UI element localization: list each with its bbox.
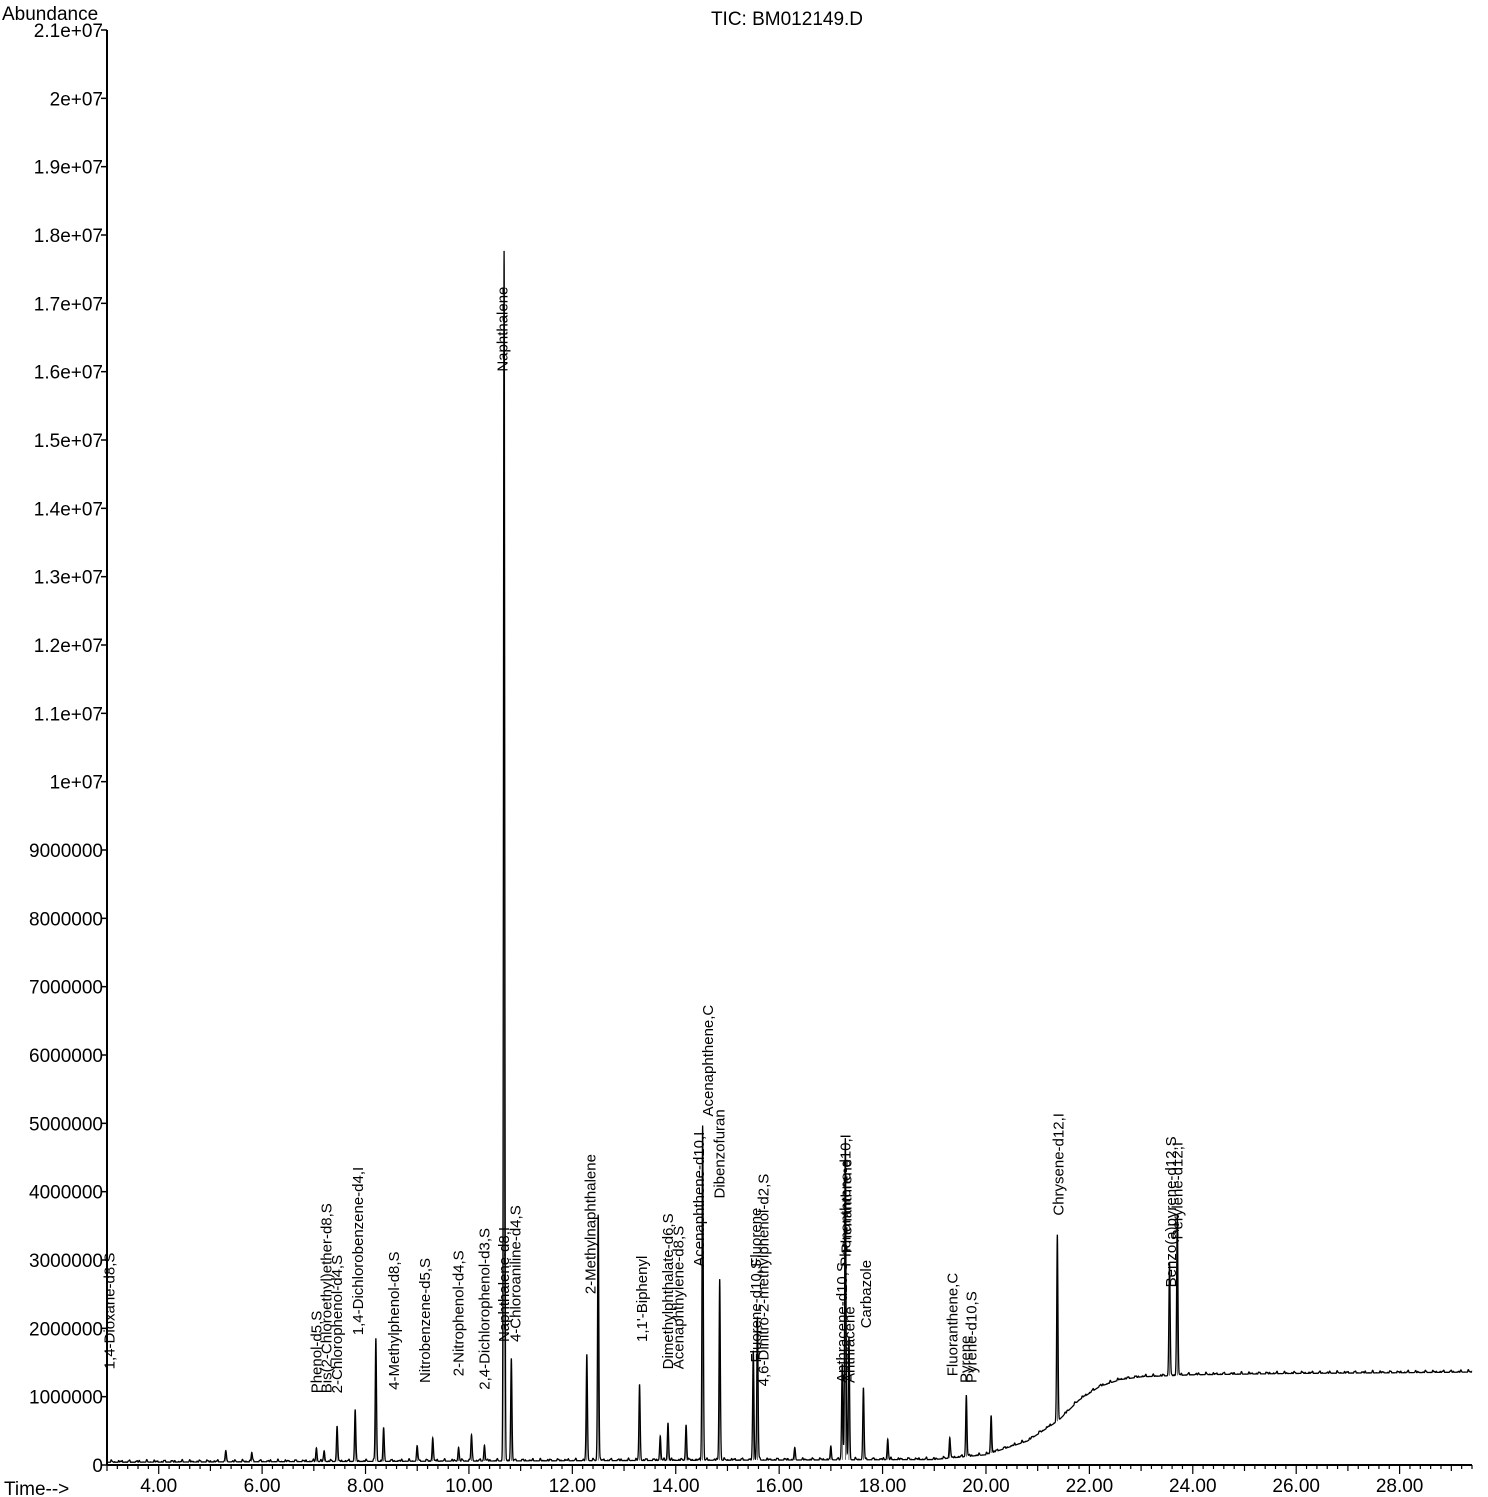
peak-label: Carbazole [858, 1260, 875, 1328]
x-tick-label: 10.00 [445, 1476, 493, 1497]
y-tick-label: 6000000 [29, 1046, 103, 1067]
peak-label: Anthracene-d10,S [834, 1262, 851, 1383]
x-axis-label: Time--> [4, 1479, 69, 1497]
x-tick-label: 14.00 [652, 1476, 700, 1497]
y-tick-label: 9000000 [29, 841, 103, 862]
peak-label: 4,6-Dinitro-2-methylphenol-d2,S [756, 1174, 773, 1387]
y-tick-label: 1.1e+07 [34, 704, 103, 725]
y-axis-label: Abundance [2, 4, 98, 25]
y-tick-label: 1.3e+07 [34, 568, 103, 589]
peak-label: Benzo(a)pyrene-d12,S [1163, 1136, 1180, 1287]
x-tick-label: 22.00 [1066, 1476, 1114, 1497]
y-tick-label: 1.9e+07 [34, 158, 103, 179]
y-axis-ticks: 0 1000000 2000000 3000000 4000000 5000000 6000… [29, 21, 107, 1477]
y-tick-label: 1.7e+07 [34, 294, 103, 315]
peak-label: Phenol-d5,S [308, 1311, 325, 1394]
y-tick-label: 1.6e+07 [34, 363, 103, 384]
peak-label: Dibenzofuran [712, 1109, 729, 1198]
x-tick-label: 12.00 [549, 1476, 597, 1497]
peak-label: 2,4-Dichlorophenol-d3,S [476, 1228, 493, 1390]
axes [106, 30, 1472, 1466]
y-tick-label: 1e+07 [50, 773, 103, 794]
peak-label: Pyrene [957, 1335, 974, 1383]
peak-label: 4-Methylphenol-d8,S [386, 1251, 403, 1389]
x-tick-label: 20.00 [962, 1476, 1010, 1497]
peak-label: Anthracene [842, 1306, 859, 1383]
peak-labels: 1,4-Dioxane-d8,S Phenol-d5,SBis(2-Chloroe… [102, 287, 1187, 1394]
peak-label: 1,4-Dichlorobenzene-d4,I [350, 1167, 367, 1335]
y-tick-label: 1.2e+07 [34, 636, 103, 657]
y-tick-label: 8000000 [29, 909, 103, 930]
chart-title: TIC: BM012149.D [711, 9, 863, 30]
tic-trace-line [107, 250, 1473, 1463]
peak-label: Acenaphthylene-d8,S [670, 1226, 687, 1369]
peak-label: Nitrobenzene-d5,S [417, 1258, 434, 1383]
peak-label: 2-Nitrophenol-d4,S [451, 1250, 468, 1376]
peak-label: 1,4-Dioxane-d8,S [102, 1253, 119, 1370]
peak-label: Phenanthrene-d10,I [837, 1134, 854, 1267]
x-tick-label: 28.00 [1376, 1476, 1424, 1497]
x-tick-label: 16.00 [755, 1476, 803, 1497]
y-tick-label: 1.8e+07 [34, 226, 103, 247]
x-tick-label: 18.00 [859, 1476, 907, 1497]
x-tick-label: 26.00 [1272, 1476, 1320, 1497]
peak-label: 1,1'-Biphenyl [634, 1256, 651, 1342]
peak-label: Dimethylphthalate-d6,S [660, 1213, 677, 1369]
y-tick-label: 5000000 [29, 1114, 103, 1135]
peak-label: 4-Chloroaniline-d4,S [508, 1205, 525, 1342]
x-tick-label: 4.00 [140, 1476, 177, 1497]
y-tick-label: 4000000 [29, 1183, 103, 1204]
peak-label: Acenaphthene-d10,I [691, 1132, 708, 1267]
peak-label: 2-Methylnaphthalene [582, 1154, 599, 1294]
y-tick-label: 0 [92, 1456, 103, 1477]
peak-label: Bis(2-Chloroethyl)ether-d8,S [319, 1203, 336, 1393]
peak-label: Naphthalene [494, 287, 511, 372]
peak-label: Acenaphthene,C [700, 1005, 717, 1117]
x-tick-label: 24.00 [1169, 1476, 1217, 1497]
x-tick-label: 6.00 [244, 1476, 281, 1497]
x-tick-label: 8.00 [347, 1476, 384, 1497]
y-tick-label: 2000000 [29, 1319, 103, 1340]
peak-label: Naphthalene-d8,I [496, 1227, 513, 1342]
peak-label: 2-Chlorophenol-d4,S [329, 1255, 346, 1393]
y-tick-label: 1.4e+07 [34, 499, 103, 520]
x-axis-ticks: 4.00 6.00 8.00 10.00 12.00 14.00 16.00 18.00 20.… [106, 1465, 1473, 1497]
y-tick-label: 3000000 [29, 1251, 103, 1272]
y-tick-label: 1000000 [29, 1388, 103, 1409]
peak-label: Fluorene [748, 1208, 765, 1267]
peak-label: Chrysene-d12,I [1050, 1113, 1067, 1216]
y-tick-label: 2e+07 [50, 89, 103, 110]
peak-label: Pyrene-d10,S [964, 1291, 981, 1383]
peak-label: Fluorene-d10,S [748, 1259, 765, 1362]
peak-label: Perylene-d12,I [1169, 1142, 1186, 1240]
y-tick-label: 1.5e+07 [34, 431, 103, 452]
peak-label: Fluoranthene,C [944, 1273, 961, 1377]
y-tick-label: 7000000 [29, 978, 103, 999]
peak-label: Phenanthrene [838, 1159, 855, 1253]
tic-trace [107, 250, 1473, 1463]
y-tick-label: 2.1e+07 [34, 21, 103, 42]
